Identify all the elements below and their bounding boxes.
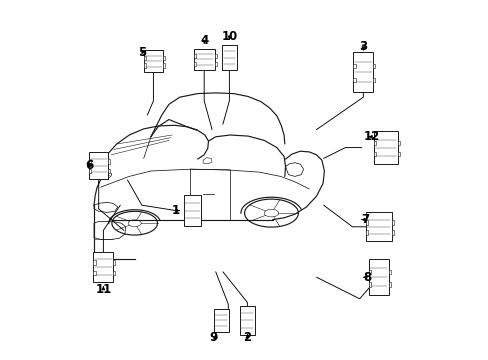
Bar bbox=[373, 131, 397, 164]
Bar bbox=[214, 54, 216, 58]
Bar bbox=[89, 152, 108, 179]
Bar bbox=[213, 309, 228, 332]
Text: 10: 10 bbox=[221, 30, 237, 42]
Bar bbox=[372, 78, 375, 82]
Bar bbox=[214, 62, 216, 66]
Bar bbox=[373, 152, 376, 156]
Bar bbox=[368, 270, 370, 274]
Bar bbox=[193, 54, 196, 58]
Bar bbox=[222, 45, 236, 70]
Bar bbox=[93, 271, 96, 275]
Bar bbox=[108, 169, 110, 173]
Bar bbox=[193, 62, 196, 66]
Bar bbox=[93, 260, 96, 265]
Bar bbox=[365, 220, 367, 225]
Text: 2: 2 bbox=[243, 331, 251, 344]
Bar bbox=[239, 306, 254, 335]
Bar bbox=[113, 271, 115, 275]
Text: 4: 4 bbox=[200, 34, 208, 47]
Bar bbox=[143, 56, 145, 60]
Text: 3: 3 bbox=[359, 40, 366, 53]
Bar bbox=[353, 78, 355, 82]
Text: 12: 12 bbox=[364, 130, 380, 143]
Bar bbox=[365, 230, 367, 235]
Bar bbox=[143, 50, 163, 72]
Bar bbox=[391, 220, 393, 225]
Bar bbox=[108, 159, 110, 164]
Bar bbox=[372, 64, 375, 68]
Bar bbox=[113, 260, 115, 265]
Bar bbox=[391, 230, 393, 235]
Text: 8: 8 bbox=[362, 271, 370, 284]
Bar bbox=[193, 49, 214, 70]
Bar bbox=[163, 56, 165, 60]
Bar bbox=[388, 270, 390, 274]
Bar bbox=[89, 169, 91, 173]
Text: 6: 6 bbox=[85, 159, 93, 172]
Bar bbox=[373, 141, 376, 145]
Text: 9: 9 bbox=[209, 331, 218, 344]
Bar bbox=[143, 63, 145, 68]
Bar bbox=[183, 195, 201, 226]
Bar bbox=[365, 212, 391, 241]
Bar bbox=[89, 159, 91, 164]
Bar bbox=[93, 252, 113, 282]
Bar bbox=[353, 52, 372, 92]
Bar bbox=[368, 282, 370, 287]
Bar bbox=[388, 282, 390, 287]
Text: 1: 1 bbox=[172, 204, 180, 217]
Bar bbox=[397, 141, 399, 145]
Bar bbox=[368, 259, 388, 295]
Bar bbox=[163, 63, 165, 68]
Text: 11: 11 bbox=[95, 283, 111, 296]
Text: 5: 5 bbox=[138, 46, 146, 59]
Bar bbox=[353, 64, 355, 68]
Text: 7: 7 bbox=[360, 213, 368, 226]
Bar bbox=[397, 152, 399, 156]
